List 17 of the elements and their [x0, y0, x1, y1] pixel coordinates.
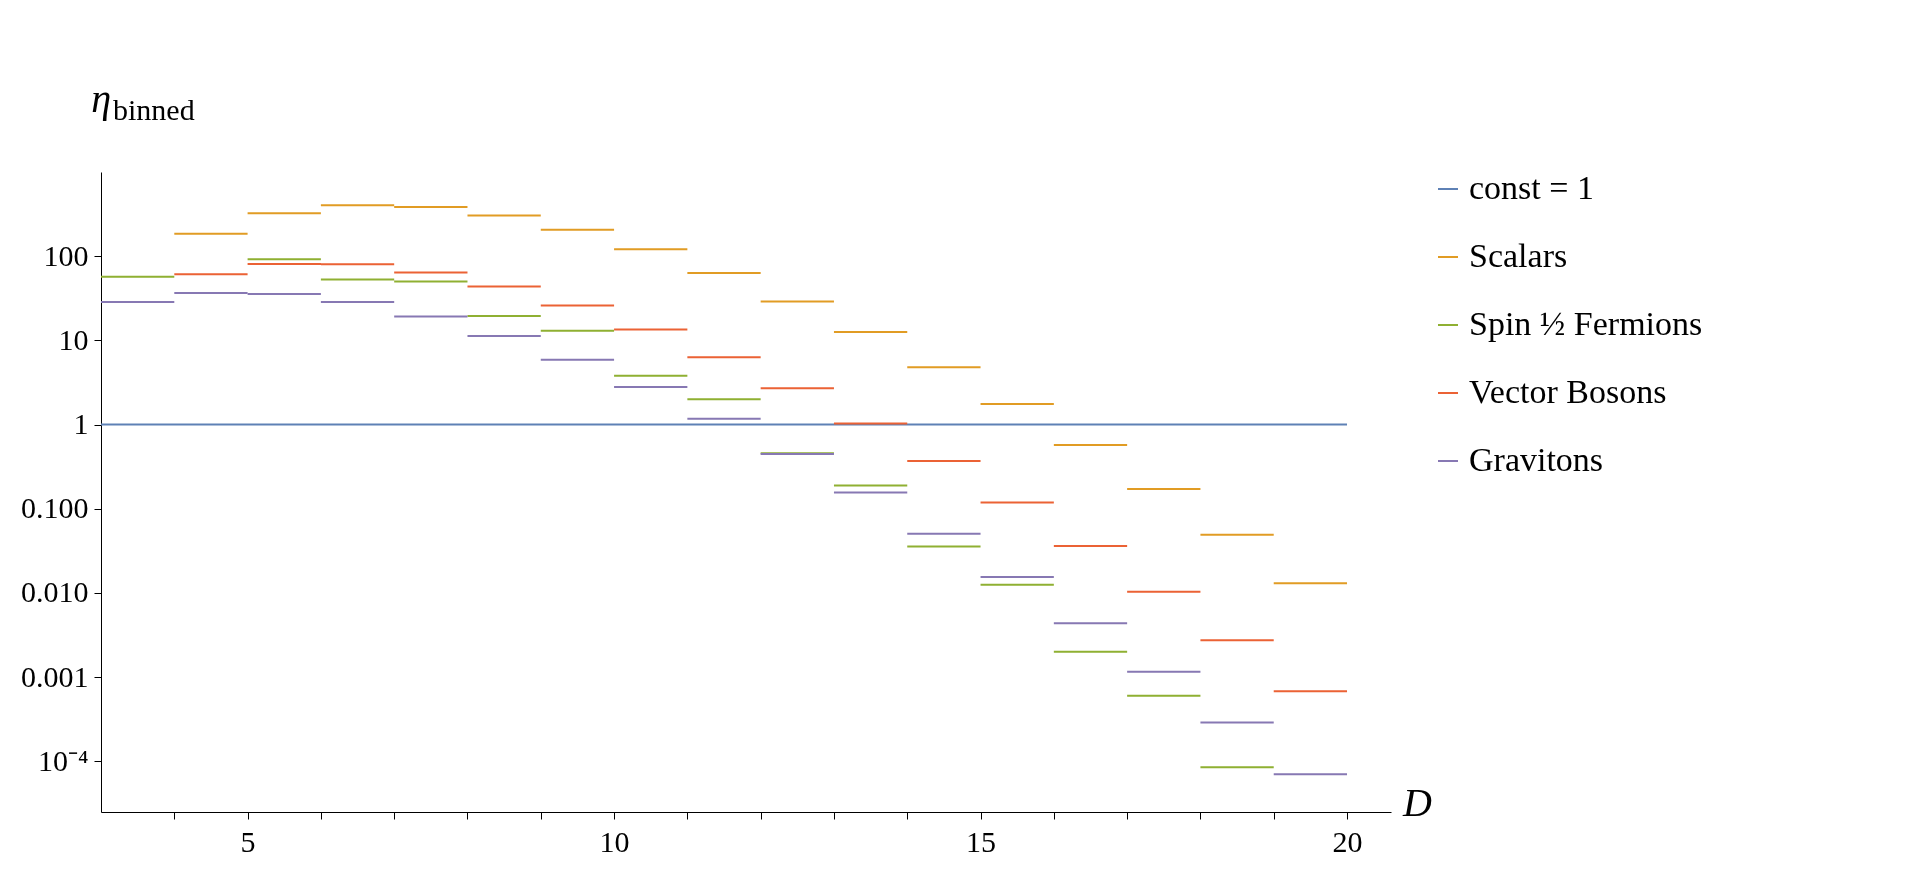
legend-label: const = 1 — [1469, 169, 1594, 206]
x-tick-label: 5 — [240, 824, 256, 858]
legend-label: Spin ½ Fermions — [1469, 305, 1703, 342]
y-tick-label: 100 — [43, 238, 89, 272]
legend-label: Vector Bosons — [1469, 373, 1667, 410]
x-tick-label: 10 — [599, 824, 630, 858]
y-tick-label: 10⁻⁴ — [38, 743, 89, 777]
y-tick-label: 10 — [58, 322, 89, 356]
y-tick-label: 0.100 — [21, 491, 89, 525]
legend-label: Gravitons — [1469, 441, 1604, 478]
y-tick-label: 0.001 — [21, 659, 89, 693]
y-tick-label: 1 — [73, 407, 89, 441]
x-tick-label: 15 — [966, 824, 997, 858]
legend-label: Scalars — [1469, 237, 1568, 274]
x-tick-label: 20 — [1332, 824, 1363, 858]
x-axis-title: D — [1402, 780, 1432, 825]
y-tick-label: 0.010 — [21, 575, 89, 609]
